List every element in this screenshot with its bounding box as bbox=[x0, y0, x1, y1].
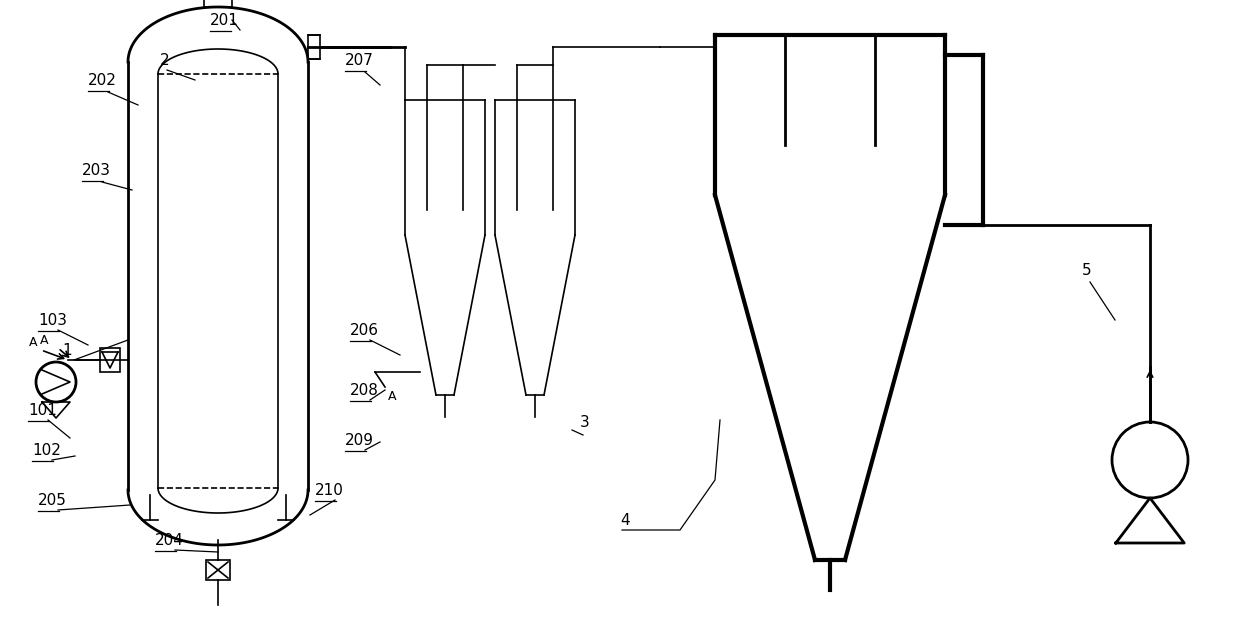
Bar bbox=[206, 560, 229, 580]
Text: 103: 103 bbox=[38, 313, 67, 328]
Text: 4: 4 bbox=[620, 513, 630, 528]
Text: A: A bbox=[29, 335, 37, 348]
Text: 201: 201 bbox=[210, 13, 239, 28]
Text: 207: 207 bbox=[345, 53, 374, 68]
Text: 2: 2 bbox=[160, 53, 170, 68]
Text: 3: 3 bbox=[580, 415, 590, 430]
Text: 209: 209 bbox=[345, 433, 374, 448]
Text: 101: 101 bbox=[29, 403, 57, 418]
Text: A: A bbox=[40, 333, 48, 347]
Text: 203: 203 bbox=[82, 163, 112, 178]
Text: 5: 5 bbox=[1083, 263, 1091, 278]
Text: 206: 206 bbox=[350, 323, 379, 338]
Text: 205: 205 bbox=[38, 493, 67, 508]
Bar bbox=[100, 348, 120, 372]
Text: 202: 202 bbox=[88, 73, 117, 88]
Text: 204: 204 bbox=[155, 533, 184, 548]
Text: 1: 1 bbox=[62, 343, 72, 358]
Text: 210: 210 bbox=[315, 483, 343, 498]
Text: 208: 208 bbox=[350, 383, 379, 398]
Text: A: A bbox=[388, 390, 397, 403]
Text: 102: 102 bbox=[32, 443, 61, 458]
Bar bbox=[308, 35, 320, 59]
Bar bbox=[205, 0, 232, 7]
